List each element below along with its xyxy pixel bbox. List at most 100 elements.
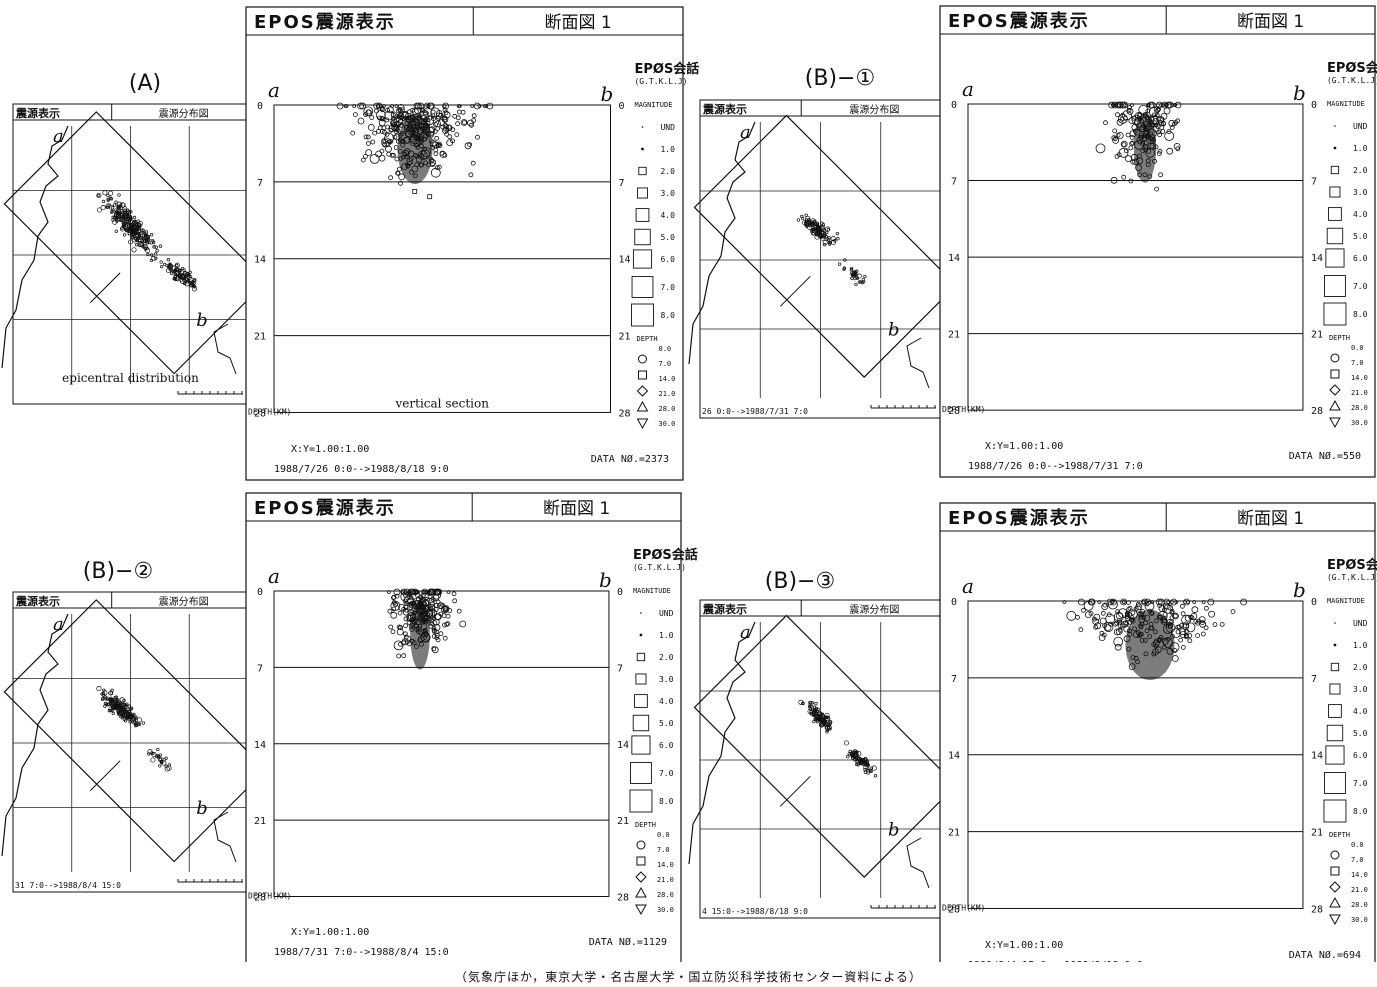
depth-legend-label: 28.0 — [657, 891, 674, 899]
hypocenter-circle — [357, 117, 365, 125]
vertical-section: EPOS震源表示 断面図 1 0 0 7 7 14 14 21 21 28 28 a b DEPTH(KM)… — [245, 6, 699, 481]
hypocenter-circle — [1123, 148, 1129, 154]
hypocenter-surface — [336, 102, 344, 110]
section-title: EPOS震源表示 — [948, 507, 1090, 529]
hypocenter-circle — [434, 635, 440, 640]
hypocenter-circle — [1115, 112, 1120, 118]
hypocenter-circle — [433, 151, 439, 157]
epicenter-point — [174, 269, 180, 275]
hypocenter-circle — [398, 118, 404, 124]
hypocenter-circle — [1111, 135, 1117, 141]
hypocenter-circle — [365, 109, 373, 117]
section-plot: 0 0 7 7 14 14 21 21 28 28 a b DEPTH(KM) vertical sect… — [248, 78, 631, 419]
magnitude-symbol — [630, 762, 652, 784]
depth-tick-right: 21 — [617, 816, 629, 827]
magnitude-symbol — [1328, 704, 1342, 718]
epicenter-point — [820, 233, 826, 239]
depth-legend-label: 21.0 — [657, 876, 674, 884]
depth-tick-right: 28 — [1311, 406, 1323, 417]
epicenter-point — [161, 760, 167, 766]
hypocenter-circle — [1187, 638, 1193, 644]
hypocenter-surface — [425, 590, 430, 594]
hypocenter-circle — [369, 115, 375, 120]
epicenter-point — [193, 278, 197, 282]
hypocenter-circle — [446, 124, 452, 130]
depth-tick-right: 14 — [617, 740, 629, 751]
epos-logo-sub: (G.T.K.L.J) — [1327, 76, 1377, 85]
epicenter-point — [169, 271, 174, 275]
hypocenter-circle — [1180, 603, 1185, 609]
epicenter-point — [855, 276, 860, 280]
epicenter-point — [827, 238, 831, 242]
map-caption: epicentral distribution — [62, 371, 199, 385]
epicenter-point — [836, 237, 840, 241]
epos-logo: EPØS会話 — [1327, 60, 1377, 76]
epicenter-point — [825, 730, 829, 734]
epicenter-point — [810, 230, 816, 236]
epicenter-point — [103, 697, 107, 701]
hypocenter-surface — [394, 104, 399, 108]
magnitude-symbol — [639, 633, 643, 637]
hypocenter-surface — [375, 102, 383, 110]
depth-symbol-diamond — [1329, 384, 1341, 396]
hypocenter-circle — [384, 131, 390, 137]
hypocenter-circle — [467, 142, 473, 148]
depth-axis-label: DEPTH(KM) — [942, 405, 985, 414]
map-title-left: 震源表示 — [702, 602, 747, 616]
hypocenter-circle — [430, 107, 441, 118]
magnitude-symbol — [1326, 227, 1344, 245]
epicenter-point — [164, 756, 168, 760]
magnitude-label: 3.0 — [1353, 685, 1368, 694]
epicenter-point — [146, 236, 150, 240]
magnitude-symbol — [631, 276, 654, 298]
epicenter-point — [174, 262, 180, 268]
map-date-range: 31 7:0-->1988/8/4 15:0 — [15, 881, 121, 890]
epicenter-point — [167, 763, 171, 767]
hypocenter-circle — [1088, 611, 1094, 616]
epicenter-point — [817, 711, 823, 717]
hypocenter-circle — [429, 601, 435, 607]
epicenter-point — [814, 222, 818, 226]
epicenter-point — [106, 702, 110, 706]
magnitude-label: 7.0 — [659, 769, 674, 778]
depth-tick-left: 7 — [951, 674, 957, 685]
epicenter-point — [108, 690, 114, 696]
depth-tick-left: 21 — [948, 330, 960, 341]
section-date-range: 1988/8/4 15:0-->1988/8/18 9:0 — [968, 960, 1143, 962]
hypocenter-circle — [435, 599, 441, 605]
hypocenter-circle — [1124, 621, 1130, 627]
epicenter-point — [132, 712, 136, 717]
section-scale: X:Y=1.00:1.00 — [985, 441, 1063, 452]
epicenter-point — [114, 208, 118, 212]
hypocenter-circle — [1156, 151, 1162, 157]
epicenter-point — [111, 711, 115, 716]
epicenter-point — [114, 200, 118, 204]
epicenter-point — [132, 229, 137, 233]
depth-legend-label: 7.0 — [658, 360, 671, 368]
epicenter-point — [121, 225, 125, 229]
hypocenter-circle — [1126, 607, 1132, 612]
epicenter-point — [112, 203, 117, 207]
magnitude-label: 3.0 — [659, 675, 674, 684]
hypocenter-circle — [1094, 622, 1102, 630]
hypocenter-circle — [350, 130, 356, 136]
hypocenter-circle — [1092, 618, 1100, 625]
hypocenter-circle — [397, 107, 403, 112]
epicenter-point — [136, 722, 140, 726]
hypocenter-circle — [1156, 129, 1161, 135]
epicenter-point — [188, 270, 192, 274]
hypocenter-surface — [421, 590, 426, 594]
hypocenter-circle — [377, 115, 382, 121]
depth-legend-title: DEPTH — [636, 335, 657, 343]
hypocenter-circle — [442, 635, 448, 641]
hypocenter-circle — [1154, 112, 1160, 118]
hypocenter-surface — [1121, 101, 1129, 109]
depth-legend-label: 0.0 — [657, 831, 670, 839]
hypocenter-circle — [447, 134, 453, 140]
depth-symbol-circle — [1330, 353, 1340, 363]
hypocenter-circle — [1112, 136, 1118, 142]
endpoint-b: b — [196, 798, 208, 819]
epicenter-point — [119, 218, 123, 222]
depth-tick-right: 14 — [1311, 253, 1323, 264]
epicenter-point — [107, 709, 111, 713]
